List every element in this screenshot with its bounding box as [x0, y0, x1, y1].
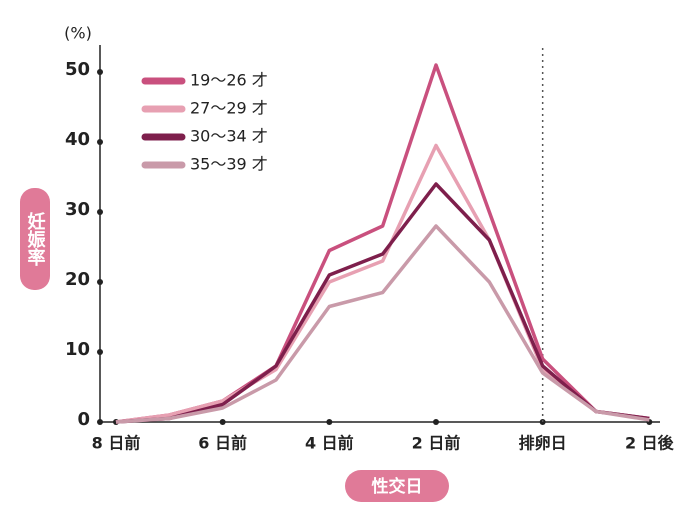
y-axis-title: 妊娠率: [25, 211, 46, 267]
y-tick: [97, 69, 103, 75]
y-tick-label: 30: [65, 199, 90, 220]
x-tick-label: 2 日後: [625, 434, 675, 453]
y-tick-label: 0: [77, 409, 90, 430]
y-tick-label: 10: [65, 339, 90, 360]
x-tick-label: 6 日前: [198, 434, 247, 453]
x-tick: [433, 419, 439, 425]
y-tick-label: 40: [65, 129, 90, 150]
series-line: [115, 224, 650, 424]
series-line: [115, 63, 650, 424]
x-tick-label: 8 日前: [92, 434, 141, 453]
y-tick: [97, 279, 103, 285]
y-unit: (%): [64, 24, 92, 43]
x-tick: [219, 419, 226, 425]
x-tick: [326, 419, 333, 425]
legend-label: 30〜34 才: [190, 127, 268, 146]
y-tick: [97, 419, 103, 425]
legend-label: 19〜26 才: [190, 71, 268, 90]
x-label-box: [345, 470, 449, 502]
series-line: [115, 182, 650, 424]
x-tick-label: 4 日前: [305, 434, 354, 453]
y-tick: [97, 209, 103, 215]
y-tick-label: 50: [65, 59, 90, 80]
y-label-box: [20, 188, 50, 290]
x-axis-title: 性交日: [372, 476, 423, 497]
series-line: [115, 143, 650, 424]
legend-label: 35〜39 才: [190, 155, 268, 174]
y-tick-label: 20: [65, 269, 90, 290]
legend-label: 27〜29 才: [190, 99, 268, 118]
y-tick: [97, 139, 103, 145]
x-tick-label: 2 日前: [412, 434, 461, 453]
x-tick-label: 排卵日: [519, 434, 567, 453]
y-tick: [97, 349, 103, 355]
